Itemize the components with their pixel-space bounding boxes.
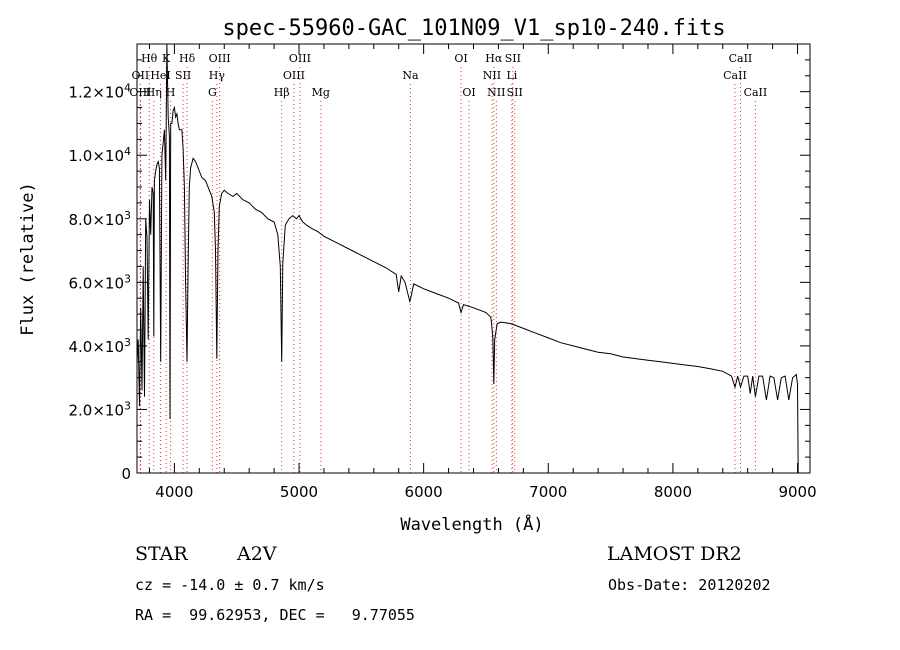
y-tick-label: 4.0×103 xyxy=(68,335,131,356)
line-marker-label: Hα xyxy=(485,52,503,65)
x-tick-label: 6000 xyxy=(405,483,443,501)
x-tick-label: 7000 xyxy=(529,483,567,501)
line-marker-label: Li xyxy=(506,69,517,82)
line-marker-label: HeI xyxy=(150,69,170,82)
x-tick-label: 8000 xyxy=(654,483,692,501)
x-tick-label: 9000 xyxy=(778,483,816,501)
line-marker-label: OIII xyxy=(129,86,151,99)
y-tick-mantissa: 1.0×10 xyxy=(68,147,124,165)
y-tick-exponent: 3 xyxy=(124,272,131,285)
line-marker-label: CaII xyxy=(729,52,753,65)
line-marker-label: NII xyxy=(483,69,501,82)
y-axis-label: Flux (relative) xyxy=(18,182,38,336)
plot-frame xyxy=(136,43,811,474)
line-marker-label: SII xyxy=(175,69,191,82)
y-tick-exponent: 3 xyxy=(124,208,131,221)
x-axis-label: Wavelength (Å) xyxy=(400,513,543,535)
line-marker-label: OI xyxy=(454,52,467,65)
line-marker-label: OIII xyxy=(209,52,231,65)
y-tick-label: 8.0×103 xyxy=(68,208,131,229)
line-markers xyxy=(139,67,756,473)
chart-title: spec-55960-GAC_101N09_V1_sp10-240.fits xyxy=(222,16,725,41)
y-tick-exponent: 3 xyxy=(124,399,131,412)
line-marker-label: G xyxy=(208,86,217,99)
line-marker-label: Hβ xyxy=(274,86,290,99)
line-marker-label: OIII xyxy=(283,69,305,82)
redshift-velocity: cz = -14.0 ± 0.7 km/s xyxy=(135,576,325,594)
x-axis: 4000 5000 6000 7000 8000 9000 xyxy=(148,44,817,501)
y-tick-label: 1.2×104 xyxy=(68,81,131,102)
line-marker-label: Hη xyxy=(146,86,162,99)
y-tick-exponent: 3 xyxy=(124,335,131,348)
observation-date: Obs-Date: 20120202 xyxy=(608,576,771,594)
line-marker-label: OIII xyxy=(289,52,311,65)
survey-name: LAMOST DR2 xyxy=(607,543,742,565)
line-marker-label: SII xyxy=(507,86,523,99)
x-tick-label: 5000 xyxy=(280,483,318,501)
y-tick-mantissa: 2.0×10 xyxy=(68,401,124,419)
line-marker-label: SII xyxy=(505,52,521,65)
y-tick-label: 2.0×103 xyxy=(68,399,131,420)
y-axis: 02.0×1034.0×1036.0×1038.0×1031.0×1041.2×… xyxy=(68,59,810,483)
y-tick-mantissa: 0 xyxy=(121,465,131,483)
y-tick-label: 6.0×103 xyxy=(68,272,131,293)
line-marker-label: H xyxy=(166,86,176,99)
y-tick-mantissa: 8.0×10 xyxy=(68,211,124,229)
spectrum-line xyxy=(136,43,799,474)
object-class: STAR xyxy=(135,543,188,565)
y-tick-mantissa: 4.0×10 xyxy=(68,338,124,356)
line-marker-label: CaII xyxy=(723,69,747,82)
y-tick-exponent: 4 xyxy=(124,145,131,158)
y-tick-label: 0 xyxy=(121,465,131,483)
sky-coordinates: RA = 99.62953, DEC = 9.77055 xyxy=(135,606,415,624)
line-marker-label: Hγ xyxy=(209,69,226,82)
y-tick-label: 1.0×104 xyxy=(68,145,131,166)
line-marker-label: OI xyxy=(462,86,475,99)
object-subclass: A2V xyxy=(237,543,277,565)
line-marker-label: NII xyxy=(487,86,505,99)
line-marker-label: Hθ xyxy=(141,52,158,65)
line-marker-label: Hδ xyxy=(179,52,196,65)
line-marker-label: Na xyxy=(402,69,419,82)
line-marker-label: CaII xyxy=(744,86,768,99)
line-marker-label: Mg xyxy=(312,86,330,99)
y-tick-mantissa: 1.2×10 xyxy=(68,84,124,102)
y-tick-mantissa: 6.0×10 xyxy=(68,274,124,292)
y-tick-exponent: 4 xyxy=(124,81,131,94)
x-tick-label: 4000 xyxy=(155,483,193,501)
